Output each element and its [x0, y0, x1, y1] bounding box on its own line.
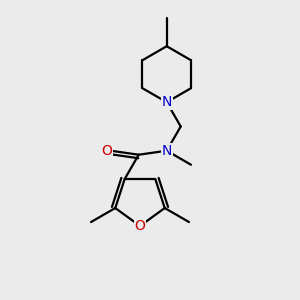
Text: O: O — [135, 219, 146, 233]
Text: N: N — [161, 95, 172, 109]
Text: O: O — [101, 144, 112, 158]
Text: N: N — [161, 95, 172, 109]
Text: N: N — [161, 144, 172, 158]
